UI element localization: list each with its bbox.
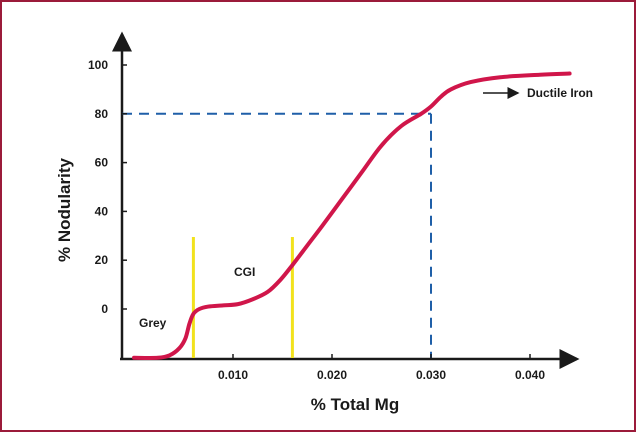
x-tick-label: 0.030	[416, 368, 446, 382]
ductile-iron-label: Ductile Iron	[527, 86, 593, 100]
nodularity-curve	[132, 71, 572, 360]
cgi-region-label: CGI	[234, 265, 255, 279]
y-tick-label: 60	[95, 156, 109, 170]
y-tick-label: 80	[95, 107, 109, 121]
x-axis-title: % Total Mg	[311, 395, 399, 414]
y-tick-label: 40	[95, 204, 109, 218]
y-tick-label: 100	[88, 58, 108, 72]
x-tick-label: 0.020	[317, 368, 347, 382]
x-tick-label: 0.040	[515, 368, 545, 382]
y-axis-title: % Nodularity	[55, 158, 74, 262]
y-tick-label: 20	[95, 253, 109, 267]
x-tick-label: 0.010	[218, 368, 248, 382]
y-tick-label: 0	[101, 302, 108, 316]
grey-region-label: Grey	[139, 316, 167, 330]
